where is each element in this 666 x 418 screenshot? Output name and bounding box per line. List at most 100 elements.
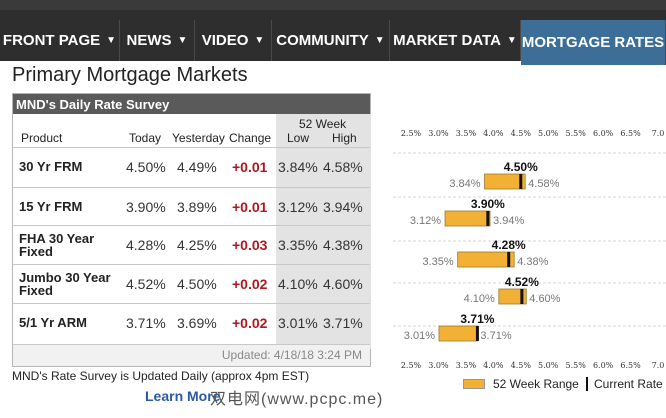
x-tick-label-top: 6.5% bbox=[620, 129, 641, 138]
cell-change: +0.01 bbox=[232, 199, 268, 215]
cell-low: 3.35% bbox=[278, 237, 318, 253]
nav-label: COMMUNITY bbox=[276, 32, 369, 49]
x-tick-label-bottom: 4.0% bbox=[483, 361, 504, 370]
cell-change: +0.01 bbox=[232, 159, 268, 175]
current-rate-marker bbox=[519, 174, 523, 189]
rate-range-chart: 2.5% 2.5% 3.0% 3.0% 3.5% 3.5% 4.0% 4.0% 4.5% 4.5%… bbox=[378, 120, 666, 418]
x-tick-label-top: 7.0 bbox=[652, 129, 665, 138]
cell-high: 3.94% bbox=[323, 199, 363, 215]
legend-current-label: Current Rate bbox=[594, 377, 663, 391]
cell-yesterday: 4.50% bbox=[177, 276, 217, 292]
x-tick-label-top: 2.5% bbox=[401, 129, 422, 138]
cell-yesterday: 4.25% bbox=[177, 237, 217, 253]
low-rate-label: 3.84% bbox=[449, 178, 480, 190]
nav-label: NEWS bbox=[126, 32, 172, 49]
nav-label: MORTGAGE RATES bbox=[521, 34, 665, 51]
cell-high: 4.58% bbox=[323, 159, 363, 175]
page-title: Primary Mortgage Markets bbox=[12, 64, 248, 86]
nav-market-data[interactable]: MARKET DATA ▼ bbox=[390, 20, 521, 61]
watermark-text: 双电网(www.pcpc.me) bbox=[210, 391, 384, 408]
x-tick-label-top: 3.0% bbox=[428, 129, 449, 138]
current-rate-label: 4.50% bbox=[504, 160, 538, 174]
rate-survey-table: MND's Daily Rate Survey 52 Week Product … bbox=[12, 93, 371, 367]
cell-today: 3.90% bbox=[126, 199, 166, 215]
x-tick-label-bottom: 3.0% bbox=[428, 361, 449, 370]
x-tick-label-top: 3.5% bbox=[456, 129, 477, 138]
survey-title: MND's Daily Rate Survey bbox=[13, 94, 370, 114]
nav-label: MARKET DATA bbox=[393, 32, 501, 49]
header-52week: 52 Week bbox=[299, 117, 347, 131]
x-tick-label-bottom: 2.5% bbox=[401, 361, 422, 370]
cell-today: 4.50% bbox=[126, 159, 166, 175]
low-rate-label: 4.10% bbox=[464, 293, 495, 305]
product-name: FHA 30 Year Fixed bbox=[19, 231, 95, 259]
nav-label: FRONT PAGE bbox=[2, 32, 101, 49]
current-rate-marker bbox=[507, 252, 511, 267]
cell-today: 3.71% bbox=[126, 315, 166, 331]
legend-range-label: 52 Week Range bbox=[493, 377, 579, 391]
learn-more-link[interactable]: Learn More bbox=[145, 388, 221, 404]
high-rate-label: 4.60% bbox=[529, 293, 560, 305]
current-rate-label: 4.52% bbox=[505, 275, 539, 289]
cell-high: 4.60% bbox=[323, 276, 363, 292]
nav-community[interactable]: COMMUNITY ▼ bbox=[272, 20, 390, 61]
chevron-down-icon: ▼ bbox=[106, 35, 117, 46]
low-rate-label: 3.01% bbox=[404, 330, 435, 342]
chevron-down-icon: ▼ bbox=[506, 35, 517, 46]
header-product: Product bbox=[21, 131, 63, 145]
range-bar bbox=[457, 251, 515, 268]
x-tick-label-bottom: 5.5% bbox=[566, 361, 587, 370]
cell-low: 3.84% bbox=[278, 159, 318, 175]
chevron-down-icon: ▼ bbox=[254, 35, 265, 46]
high-rate-label: 4.58% bbox=[528, 178, 559, 190]
header-high: High bbox=[332, 131, 357, 145]
product-name: 5/1 Yr ARM bbox=[19, 315, 87, 330]
x-tick-label-bottom: 7.0 bbox=[652, 361, 665, 370]
header-today: Today bbox=[129, 131, 162, 145]
product-name: 30 Yr FRM bbox=[19, 159, 83, 174]
current-rate-marker bbox=[520, 289, 524, 304]
product-name: Jumbo 30 Year Fixed bbox=[19, 270, 111, 298]
x-tick-label-top: 4.5% bbox=[511, 129, 532, 138]
cell-high: 4.38% bbox=[323, 237, 363, 253]
high-rate-label: 3.71% bbox=[480, 330, 511, 342]
legend-current-marker bbox=[586, 377, 588, 391]
x-tick-label-bottom: 3.5% bbox=[456, 361, 477, 370]
range-bar bbox=[484, 173, 526, 190]
x-tick-label-bottom: 5.0% bbox=[538, 361, 559, 370]
header-low: Low bbox=[287, 131, 310, 145]
high-rate-label: 4.38% bbox=[517, 256, 548, 268]
cell-low: 3.01% bbox=[278, 315, 318, 331]
updated-timestamp: Updated: 4/18/18 3:24 PM bbox=[221, 348, 362, 362]
cell-change: +0.02 bbox=[232, 276, 268, 292]
x-tick-label-top: 4.0% bbox=[483, 129, 504, 138]
current-rate-label: 3.71% bbox=[460, 312, 494, 326]
range-bar bbox=[438, 325, 478, 342]
nav-front-page[interactable]: FRONT PAGE ▼ bbox=[0, 20, 120, 61]
nav-mortgage-rates[interactable]: MORTGAGE RATES bbox=[521, 20, 666, 65]
table-row: 5/1 Yr ARM 3.71% 3.69% +0.02 3.01% 3.71% bbox=[13, 303, 370, 341]
update-note: MND's Rate Survey is Updated Daily (appr… bbox=[12, 369, 310, 383]
low-rate-label: 3.35% bbox=[422, 256, 453, 268]
header-yesterday: Yesterday bbox=[172, 131, 225, 145]
x-tick-label-top: 5.5% bbox=[566, 129, 587, 138]
updated-bar bbox=[13, 344, 370, 366]
week52-shade bbox=[276, 114, 371, 349]
cell-change: +0.02 bbox=[232, 315, 268, 331]
nav-news[interactable]: NEWS ▼ bbox=[120, 20, 195, 61]
low-rate-label: 3.12% bbox=[410, 215, 441, 227]
cell-low: 4.10% bbox=[278, 276, 318, 292]
current-rate-label: 4.28% bbox=[492, 238, 526, 252]
cell-yesterday: 4.49% bbox=[177, 159, 217, 175]
nav-label: VIDEO bbox=[201, 32, 249, 49]
range-bar bbox=[498, 288, 527, 305]
x-tick-label-bottom: 6.0% bbox=[593, 361, 614, 370]
cell-today: 4.28% bbox=[126, 237, 166, 253]
cell-low: 3.12% bbox=[278, 199, 318, 215]
nav-video[interactable]: VIDEO ▼ bbox=[195, 20, 272, 61]
cell-high: 3.71% bbox=[323, 315, 363, 331]
current-rate-marker bbox=[486, 211, 490, 226]
current-rate-label: 3.90% bbox=[471, 197, 505, 211]
x-tick-label-top: 6.0% bbox=[593, 129, 614, 138]
cell-yesterday: 3.89% bbox=[177, 199, 217, 215]
